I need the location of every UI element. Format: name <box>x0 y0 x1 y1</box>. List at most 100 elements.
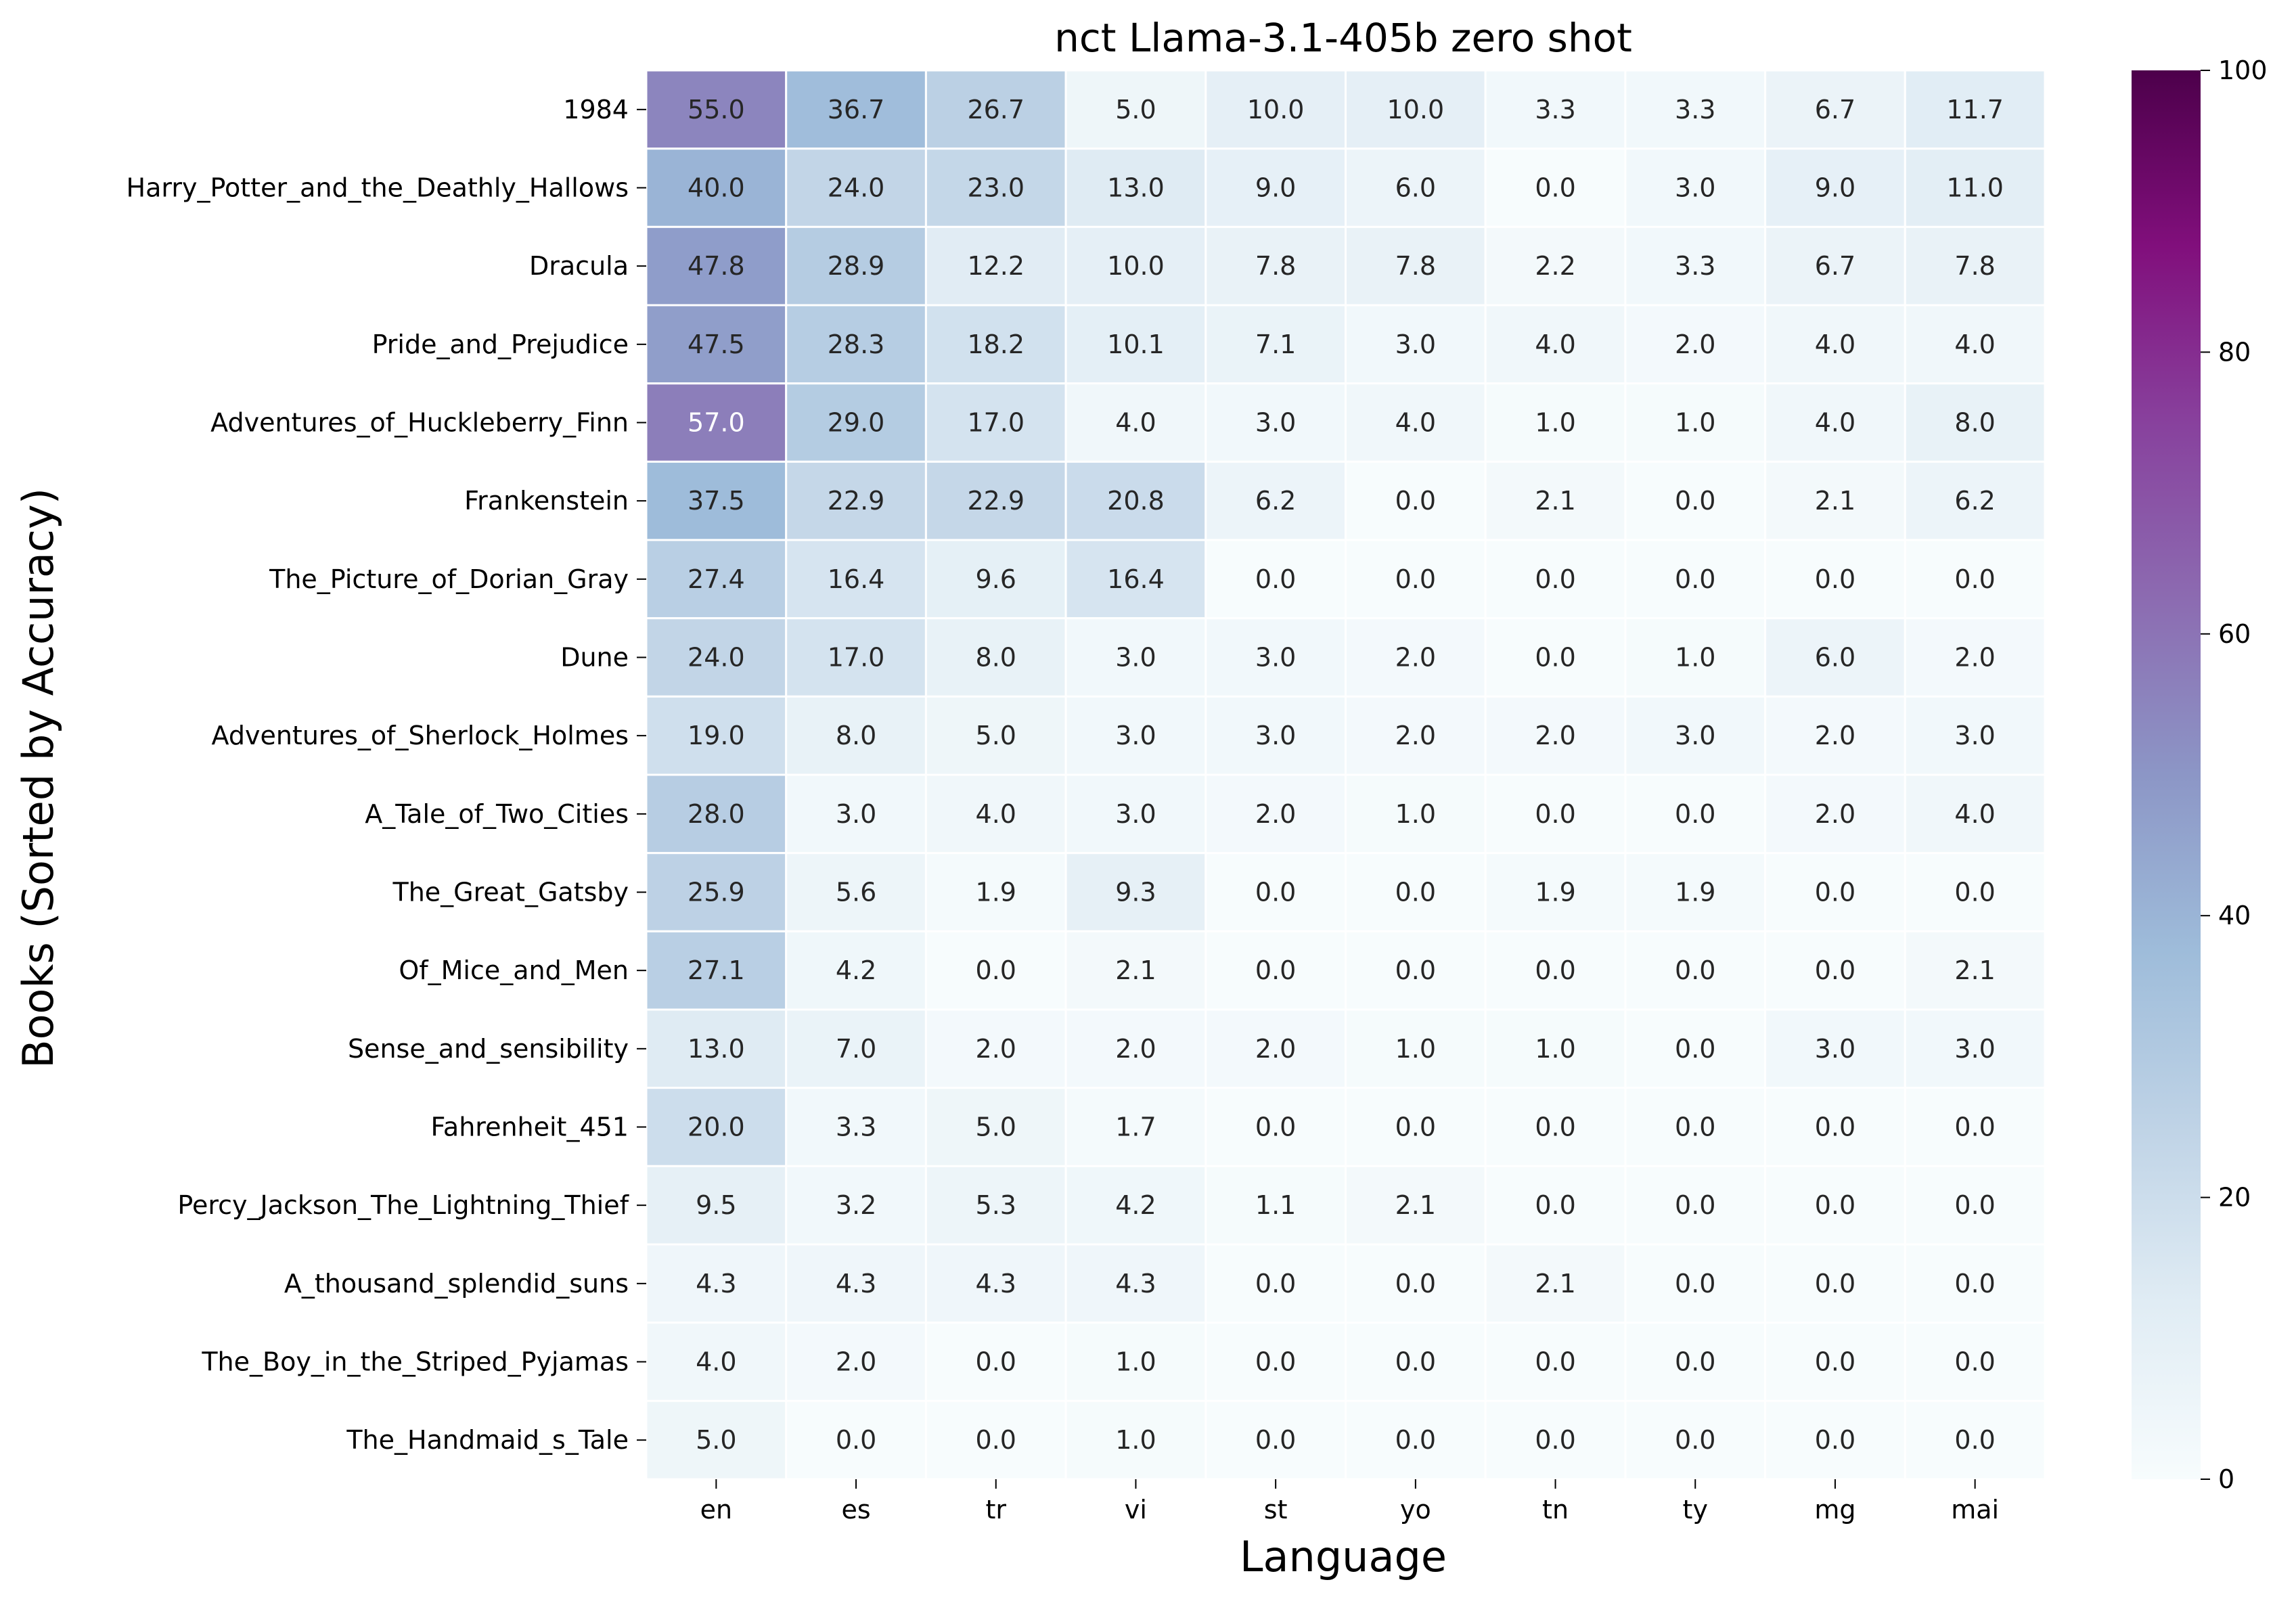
heatmap-cell <box>1764 1399 1906 1481</box>
heatmap-cell <box>1345 382 1487 463</box>
heatmap-cell <box>1904 304 2046 385</box>
cell-value-label: 0.0 <box>1675 564 1715 594</box>
row-label: Dune <box>560 643 629 673</box>
cell-value-label: 1.0 <box>1675 643 1715 673</box>
row-label: Fahrenheit_451 <box>431 1112 629 1142</box>
column-label: yo <box>1400 1495 1431 1525</box>
heatmap-cell <box>1064 148 1207 228</box>
heatmap-cell <box>924 930 1067 1011</box>
cell-value-label: 9.6 <box>976 564 1016 594</box>
heatmap-cell <box>1624 225 1767 307</box>
cell-value-label: 28.9 <box>828 251 885 281</box>
cell-value-label: 6.2 <box>1954 486 1995 516</box>
heatmap-cell <box>1904 852 2046 932</box>
heatmap-cell <box>785 382 927 463</box>
cell-value-label: 0.0 <box>1535 173 1575 203</box>
cell-value-label: 17.0 <box>967 408 1025 438</box>
cell-value-label: 0.0 <box>1954 1112 1995 1142</box>
row-label: Frankenstein <box>464 486 629 516</box>
column-label: en <box>700 1495 732 1525</box>
cell-value-label: 47.5 <box>688 330 745 359</box>
cell-value-label: 4.3 <box>1115 1269 1156 1299</box>
cell-value-label: 0.0 <box>976 1347 1016 1377</box>
column-label: es <box>841 1495 870 1525</box>
cell-value-label: 4.0 <box>1815 330 1855 359</box>
heatmap-cell <box>1624 930 1767 1011</box>
heatmap-cell <box>645 304 788 385</box>
heatmap-cell <box>1764 382 1906 463</box>
cell-value-label: 0.0 <box>1675 1347 1715 1377</box>
cell-value-label: 0.0 <box>1675 1034 1715 1064</box>
heatmap-cell <box>1764 1165 1906 1246</box>
cell-value-label: 3.0 <box>1255 721 1296 750</box>
cell-value-label: 3.0 <box>1115 643 1156 673</box>
cell-value-label: 13.0 <box>688 1034 745 1064</box>
cell-value-label: 0.0 <box>1954 1190 1995 1220</box>
heatmap-cell <box>1904 1165 2046 1246</box>
heatmap-cell <box>1345 69 1487 150</box>
heatmap-cell <box>785 695 927 776</box>
heatmap-cell <box>1764 148 1906 228</box>
cell-value-label: 0.0 <box>1675 955 1715 985</box>
heatmap-cell <box>1904 1399 2046 1481</box>
cell-value-label: 6.0 <box>1815 643 1855 673</box>
heatmap-cell <box>1064 1087 1207 1167</box>
heatmap-cell <box>1904 539 2046 620</box>
cell-value-label: 4.0 <box>1954 799 1995 829</box>
cell-value-label: 2.0 <box>1395 721 1436 750</box>
heatmap-cell <box>645 1243 788 1324</box>
cell-value-label: 37.5 <box>688 486 745 516</box>
heatmap-cell <box>645 1087 788 1167</box>
cell-value-label: 2.0 <box>1255 799 1296 829</box>
row-label: A_Tale_of_Two_Cities <box>365 799 629 829</box>
row-labels: 1984 Harry_Potter_and_the_Deathly_Hallows… <box>127 95 646 1455</box>
heatmap-cell <box>1624 773 1767 855</box>
cell-value-label: 7.1 <box>1255 330 1296 359</box>
heatmap-cell <box>1484 695 1627 776</box>
heatmap-cell <box>1064 460 1207 541</box>
cell-value-label: 47.8 <box>688 251 745 281</box>
heatmap-cell <box>1345 1322 1487 1402</box>
cell-value-label: 0.0 <box>1675 486 1715 516</box>
heatmap-cell <box>1345 930 1487 1011</box>
cell-value-label: 8.0 <box>836 721 876 750</box>
heatmap-cell <box>785 852 927 932</box>
cell-value-label: 11.0 <box>1946 173 2004 203</box>
cell-value-label: 0.0 <box>1815 564 1855 594</box>
cell-value-label: 2.0 <box>1815 721 1855 750</box>
heatmap-cell <box>1624 1087 1767 1167</box>
cell-value-label: 0.0 <box>1954 1269 1995 1299</box>
cell-value-label: 7.0 <box>836 1034 876 1064</box>
cell-value-label: 0.0 <box>1675 1190 1715 1220</box>
heatmap-cell <box>924 852 1067 932</box>
heatmap-cell <box>1904 382 2046 463</box>
cell-value-label: 6.0 <box>1395 173 1436 203</box>
row-label: The_Picture_of_Dorian_Gray <box>269 564 629 594</box>
cell-value-label: 24.0 <box>828 173 885 203</box>
column-label: vi <box>1125 1495 1147 1525</box>
cell-value-label: 5.6 <box>836 878 876 907</box>
cell-value-label: 0.0 <box>1815 1347 1855 1377</box>
cell-value-label: 0.0 <box>1815 1112 1855 1142</box>
cell-value-label: 2.1 <box>1535 486 1575 516</box>
cell-value-label: 10.0 <box>1107 251 1165 281</box>
cell-value-label: 3.0 <box>1675 721 1715 750</box>
cell-value-label: 0.0 <box>1535 1425 1575 1455</box>
cell-value-label: 23.0 <box>967 173 1025 203</box>
heatmap-cell <box>645 1322 788 1402</box>
cell-value-label: 4.3 <box>976 1269 1016 1299</box>
cell-value-label: 3.0 <box>1675 173 1715 203</box>
cell-value-label: 1.0 <box>1675 408 1715 438</box>
heatmap-cell <box>1205 773 1347 855</box>
cell-value-label: 5.0 <box>976 1112 1016 1142</box>
cell-value-label: 13.0 <box>1107 173 1165 203</box>
cell-value-label: 22.9 <box>967 486 1025 516</box>
heatmap-cell <box>1205 382 1347 463</box>
heatmap-cell <box>1345 1165 1487 1246</box>
heatmap-cell <box>1205 1243 1347 1324</box>
cell-value-label: 4.2 <box>1115 1190 1156 1220</box>
cell-value-label: 0.0 <box>1535 955 1575 985</box>
heatmap-cell <box>1345 773 1487 855</box>
cell-value-label: 4.3 <box>696 1269 736 1299</box>
cell-value-label: 57.0 <box>688 408 745 438</box>
